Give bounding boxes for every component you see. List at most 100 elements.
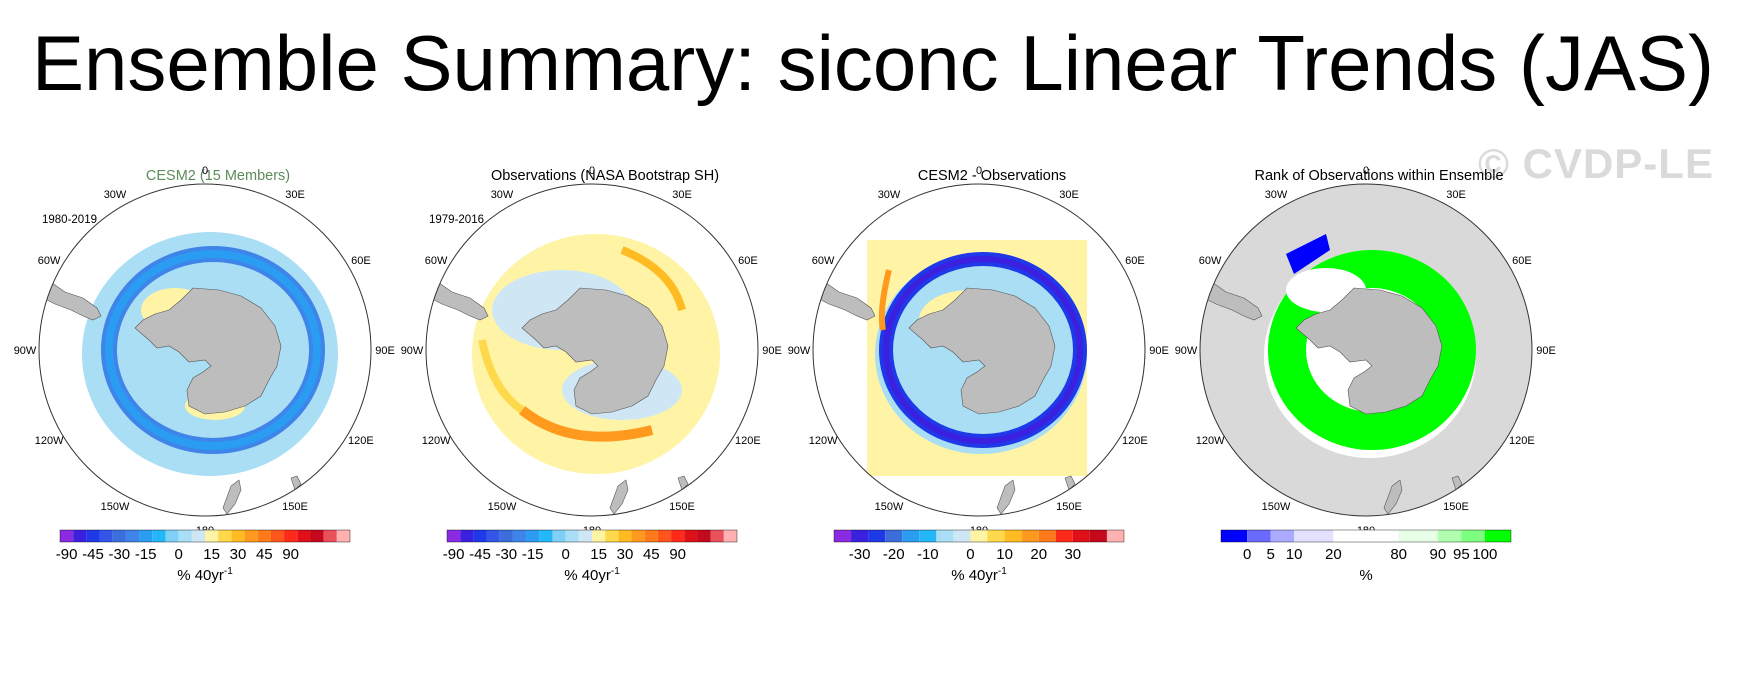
colorbar-unit-superscript: -1: [224, 566, 233, 577]
longitude-label: 120E: [348, 435, 374, 447]
colorbar-swatch: [310, 530, 324, 542]
colorbar-tick-label: -45: [82, 546, 104, 563]
longitude-label: 0: [589, 165, 595, 177]
colorbar-tick-label: -90: [443, 546, 465, 563]
colorbar-swatch: [231, 530, 245, 542]
south-america-land: [429, 277, 489, 321]
longitude-label: 30E: [285, 189, 305, 201]
colorbar-swatch: [631, 530, 645, 542]
colorbar-outline: [1220, 529, 1512, 543]
antarctica-land: [908, 287, 1056, 415]
colorbar-swatch: [270, 530, 285, 542]
colorbar-swatch: [919, 530, 937, 542]
colorbar-swatch: [1055, 530, 1073, 542]
colorbar-tick-label: 90: [282, 546, 299, 563]
longitude-label: 150E: [669, 501, 695, 513]
south-america-land: [42, 277, 102, 321]
colorbar-tick-label: 0: [174, 546, 182, 563]
colorbar-swatch: [1398, 530, 1438, 542]
panel-title: CESM2 - Observations: [917, 168, 1067, 184]
colorbar-swatch: [205, 530, 219, 542]
colorbar-swatch: [723, 530, 737, 542]
colorbar-swatch: [565, 530, 579, 542]
tasmania-land: [1064, 475, 1076, 491]
colorbar: 0 5 10 20 80 90 95 100%: [1220, 529, 1512, 584]
longitude-label: 0: [976, 165, 982, 177]
colorbar-swatch: [1270, 530, 1295, 542]
antarctica-land: [134, 287, 282, 415]
longitude-label: 30W: [491, 189, 514, 201]
colorbar-swatch: [1461, 530, 1485, 542]
colorbar-tick-label: 45: [643, 546, 660, 563]
colorbar-swatch: [60, 530, 74, 542]
polar-map: 030E60E90E120E150E180150W120W90W60W30W: [788, 165, 1169, 537]
colorbar-tick-label: -20: [883, 546, 905, 563]
colorbar-swatch: [539, 530, 553, 542]
colorbar-swatch: [953, 530, 971, 542]
longitude-label: 120E: [1122, 435, 1148, 447]
longitude-label: 60W: [38, 255, 61, 267]
new-zealand-land: [996, 479, 1016, 515]
colorbar-swatch: [1072, 530, 1090, 542]
colorbar-swatch: [936, 530, 954, 542]
colorbar-swatch: [1004, 530, 1022, 542]
longitude-label: 30E: [1446, 189, 1466, 201]
longitude-label: 90W: [1175, 345, 1198, 357]
longitude-label: 30W: [104, 189, 127, 201]
colorbar-tick-label: 80: [1390, 546, 1407, 563]
colorbar-swatch: [885, 530, 903, 542]
new-zealand-land: [1383, 479, 1403, 515]
longitude-label: 90W: [14, 345, 37, 357]
polar-map: 030E60E90E120E150E180150W120W90W60W30W: [14, 165, 395, 537]
colorbar-swatch: [697, 530, 711, 542]
colorbar-swatch: [323, 530, 337, 542]
longitude-label: 60W: [812, 255, 835, 267]
colorbar-unit-label: % 40yr-1: [177, 566, 233, 584]
longitude-label: 30W: [878, 189, 901, 201]
figure-title: Ensemble Summary: siconc Linear Trends (…: [32, 19, 1714, 107]
map-border: [38, 183, 372, 517]
colorbar-swatch: [165, 530, 179, 542]
colorbar-outline: [59, 529, 351, 543]
longitude-label: 150W: [488, 501, 517, 513]
colorbar-swatch: [218, 530, 232, 542]
colorbar-swatch: [191, 530, 205, 542]
colorbar-tick-label: -30: [108, 546, 130, 563]
longitude-label: 150W: [101, 501, 130, 513]
colorbar-tick-label: 0: [966, 546, 974, 563]
colorbar-swatch: [499, 530, 513, 542]
period-label: 1980-2019: [42, 214, 97, 226]
colorbar-tick-label: -30: [495, 546, 517, 563]
colorbar-swatch: [605, 530, 619, 542]
colorbar-swatch: [834, 530, 852, 542]
colorbar-swatch: [657, 530, 672, 542]
colorbar-unit-label: %: [1359, 567, 1372, 584]
longitude-label: 90E: [762, 345, 782, 357]
colorbar-swatch: [671, 530, 685, 542]
colorbar: -90 -45 -30 -15 0 15 30 45 90 % 40yr-1: [443, 529, 738, 584]
colorbar-swatch: [139, 530, 153, 542]
colorbar-tick-label: 100: [1472, 546, 1497, 563]
colorbar-swatch: [1106, 530, 1124, 542]
colorbar-swatch: [1221, 530, 1248, 542]
colorbar-tick-label: -45: [469, 546, 491, 563]
new-zealand-land: [222, 479, 242, 515]
colorbar-tick-label: 15: [590, 546, 607, 563]
longitude-label: 90E: [1149, 345, 1169, 357]
colorbar-swatch: [578, 530, 592, 542]
polar-map: 030E60E90E120E150E180150W120W90W60W30W: [401, 165, 782, 537]
colorbar-swatch: [851, 530, 869, 542]
longitude-label: 150W: [875, 501, 904, 513]
longitude-label: 120W: [422, 435, 451, 447]
longitude-label: 150E: [1056, 501, 1082, 513]
south-america-land: [816, 277, 876, 321]
longitude-label: 30E: [1059, 189, 1079, 201]
colorbar-swatch: [244, 530, 258, 542]
panel-rank: Rank of Observations within Ensemble 0 30…: [1161, 160, 1597, 670]
colorbar-swatch: [1089, 530, 1107, 542]
colorbar-swatch: [73, 530, 87, 542]
colorbar-swatch: [1364, 530, 1399, 542]
colorbar-tick-label: -10: [917, 546, 939, 563]
antarctica-land: [521, 287, 669, 415]
colorbar-swatch: [868, 530, 886, 542]
